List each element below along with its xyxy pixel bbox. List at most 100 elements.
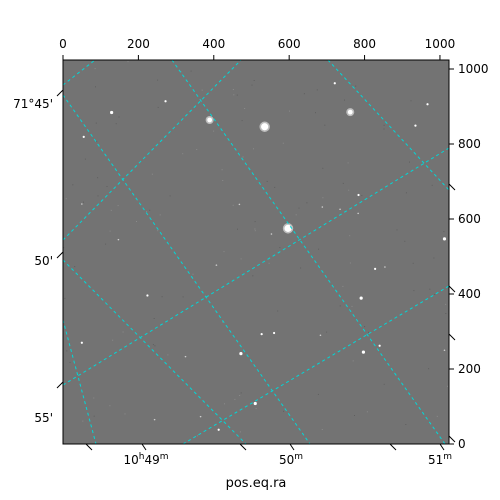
coordinate-grid-extra [63, 259, 247, 444]
noise-speck [240, 258, 242, 260]
noise-speck [97, 195, 99, 197]
star [384, 266, 386, 268]
ra-grid-line [63, 94, 311, 444]
noise-speck [109, 230, 111, 232]
star [153, 418, 156, 421]
noise-speck [84, 158, 86, 160]
noise-speck [72, 184, 74, 186]
noise-speck [146, 211, 148, 213]
noise-speck [429, 288, 431, 290]
star [146, 294, 149, 297]
noise-speck [221, 169, 223, 171]
noise-speck [254, 228, 256, 230]
star [253, 401, 257, 406]
noise-speck [268, 262, 270, 264]
right-tick-label: 0 [458, 437, 466, 451]
top-tick-label: 0 [59, 37, 67, 51]
noise-speck [318, 248, 320, 250]
noise-speck [96, 140, 98, 142]
noise-speck [149, 209, 151, 211]
star [414, 124, 417, 127]
right-tick-label: 200 [458, 362, 481, 376]
star [238, 203, 241, 206]
noise-speck [169, 195, 171, 197]
left-axis: 71°45' 50' 55' [13, 89, 64, 425]
noise-speck [251, 84, 253, 86]
ra-grid-line [63, 259, 247, 444]
noise-speck [253, 80, 255, 81]
noise-speck [412, 262, 414, 264]
noise-speck [153, 318, 155, 319]
noise-speck [349, 262, 351, 264]
noise-speck [347, 162, 349, 164]
noise-speck [428, 368, 430, 370]
noise-speck [63, 247, 65, 249]
noise-speck [436, 415, 438, 417]
noise-speck [93, 415, 95, 417]
noise-speck [213, 130, 215, 132]
noise-speck [94, 68, 96, 70]
noise-speck [236, 94, 238, 96]
noise-speck [196, 149, 198, 150]
noise-speck [383, 124, 385, 126]
right-tick-label: 1000 [458, 62, 489, 76]
coordinate-grid [63, 60, 449, 444]
noise-speck [279, 247, 281, 249]
right-tick-label: 800 [458, 137, 481, 151]
noise-speck [447, 385, 448, 387]
star [239, 352, 243, 356]
star [272, 331, 276, 335]
noise-speck [232, 89, 234, 90]
noise-speck [274, 186, 276, 188]
noise-speck [240, 392, 242, 394]
noise-speck [93, 397, 95, 399]
noise-speck [83, 201, 84, 203]
x-axis-title: pos.eq.ra [226, 476, 287, 491]
dec-label-2: 55' [34, 411, 53, 425]
noise-speck [95, 122, 97, 124]
noise-speck [344, 99, 345, 101]
noise-speck [105, 243, 107, 245]
noise-speck [321, 429, 323, 430]
right-axis-ticks: 0 200 400 600 800 1000 [449, 62, 489, 451]
bottom-tick [141, 443, 147, 451]
noise-speck [192, 273, 194, 275]
right-diag-tick [448, 183, 456, 191]
noise-speck [154, 345, 156, 347]
noise-speck [190, 70, 192, 72]
noise-speck [69, 361, 71, 363]
noise-speck [136, 221, 137, 222]
right-diagonal-ticks [448, 183, 456, 443]
left-tick [56, 251, 64, 259]
noise-speck [157, 230, 159, 232]
noise-speck [322, 197, 324, 199]
noise-speck [433, 257, 435, 259]
right-tick-label: 400 [458, 287, 481, 301]
noise-speck [66, 350, 68, 352]
noise-speck [298, 207, 300, 209]
star [184, 355, 187, 358]
noise-speck [404, 240, 406, 242]
star [284, 224, 292, 232]
noise-speck [224, 403, 225, 405]
noise-speck [117, 205, 119, 207]
sky-image-background [63, 60, 449, 444]
noise-speck [295, 214, 297, 216]
noise-speck [306, 202, 308, 204]
noise-speck [405, 424, 407, 425]
noise-speck [315, 112, 316, 114]
ra-grid-line [171, 60, 446, 444]
noise-speck [234, 398, 236, 400]
noise-speck [354, 415, 355, 416]
noise-speck [124, 413, 126, 415]
noise-speck [352, 360, 354, 362]
noise-speck [127, 61, 129, 63]
noise-speck [283, 410, 285, 412]
star [357, 193, 360, 197]
noise-speck [410, 100, 412, 102]
noise-speck [266, 180, 268, 182]
noise-speck [434, 293, 436, 295]
noise-speck [405, 192, 407, 194]
bottom-tick [389, 443, 397, 451]
noise-speck [431, 184, 433, 186]
